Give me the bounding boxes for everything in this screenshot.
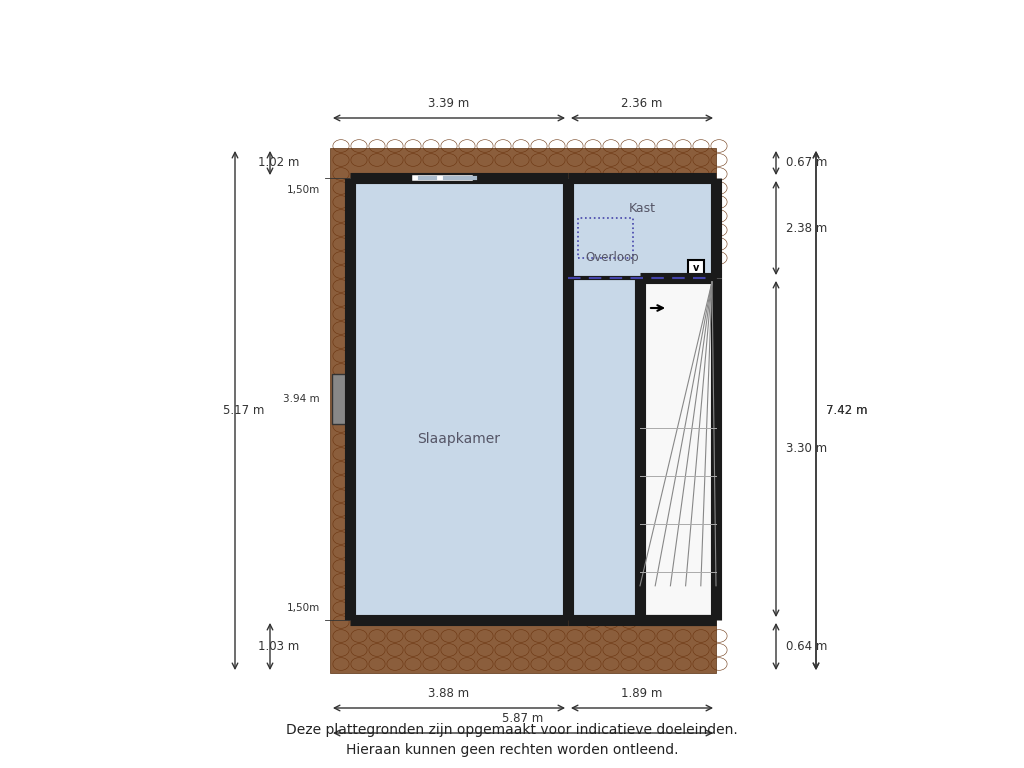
Text: 7.42 m: 7.42 m (826, 404, 867, 417)
Text: 1.03 m: 1.03 m (258, 640, 299, 653)
Text: 1.89 m: 1.89 m (622, 687, 663, 700)
Text: 3.88 m: 3.88 m (428, 687, 470, 700)
Polygon shape (568, 178, 716, 278)
Text: Hieraan kunnen geen rechten worden ontleend.: Hieraan kunnen geen rechten worden ontle… (346, 743, 678, 757)
Text: 7.42 m: 7.42 m (826, 404, 867, 417)
Text: Slaapkamer: Slaapkamer (418, 432, 501, 446)
Text: 5.17 m: 5.17 m (223, 404, 264, 417)
Polygon shape (568, 278, 640, 620)
Text: 3.94 m: 3.94 m (284, 394, 319, 404)
Bar (688, 260, 705, 276)
Text: 2.36 m: 2.36 m (622, 97, 663, 110)
Polygon shape (640, 278, 716, 620)
Text: 3.30 m: 3.30 m (786, 442, 827, 455)
Polygon shape (332, 374, 350, 424)
Text: 3.39 m: 3.39 m (428, 97, 470, 110)
Text: Overloop: Overloop (585, 251, 639, 264)
Text: 2.38 m: 2.38 m (786, 221, 827, 234)
Text: 0.67 m: 0.67 m (786, 157, 827, 170)
Polygon shape (330, 148, 716, 673)
Polygon shape (350, 178, 568, 620)
Text: 1,50m: 1,50m (287, 603, 319, 613)
Text: 0.64 m: 0.64 m (786, 640, 827, 653)
Text: 1,50m: 1,50m (287, 185, 319, 195)
Text: Deze plattegronden zijn opgemaakt voor indicatieve doeleinden.: Deze plattegronden zijn opgemaakt voor i… (286, 723, 738, 737)
Bar (578, 218, 633, 258)
Text: Kast: Kast (629, 201, 655, 214)
Text: 1.02 m: 1.02 m (258, 157, 299, 170)
Text: v: v (693, 263, 699, 273)
Text: 5.87 m: 5.87 m (503, 712, 544, 725)
